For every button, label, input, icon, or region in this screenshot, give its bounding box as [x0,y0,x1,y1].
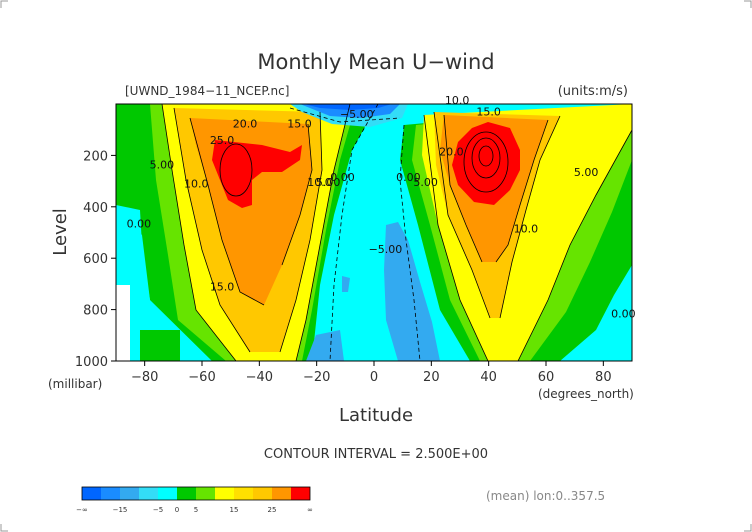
x-tick-label: 60 [538,370,555,385]
colorbar-swatch [291,487,310,500]
negative-contour-lines [289,104,421,361]
y-tick-label: 200 [83,149,108,164]
colorbar-tick-label: 0 [175,506,179,514]
colorbar-swatch [234,487,253,500]
file-label: [UWND_1984−11_NCEP.nc] [125,84,289,98]
y-tick-label: 400 [83,201,108,216]
y-axis-label: Level [50,208,71,256]
contour-label: 15.0 [287,118,312,131]
contour-label: 0.00 [396,171,421,184]
colorbar-tick-label: −15 [113,506,128,514]
colorbar-tick-label: −5 [153,506,163,514]
contour-lines [161,104,632,361]
contour-label: 10.0 [514,223,539,236]
contour-labels: 25.020.0 15.010.05.000.0015.010.05.000.00… [127,94,636,320]
y-tick-label: 600 [83,252,108,267]
x-axis: −80 −60 −40 −20 0 20 40 60 80 [131,361,612,385]
contour-field [116,104,632,361]
x-tick-label: 80 [595,370,612,385]
x-axis-label: Latitude [339,405,413,426]
colorbar-swatch [177,487,196,500]
contour-label: 5.00 [316,176,341,189]
contour-label: −5.00 [369,243,403,256]
contour-label: 20.0 [439,145,464,158]
x-tick-label: 40 [480,370,497,385]
chart-title: Monthly Mean U−wind [257,50,494,74]
colorbar-swatch [139,487,158,500]
colorbar-tick-label: 15 [230,506,239,514]
units-label: (units:m/s) [558,84,628,99]
x-tick-label: 0 [370,370,378,385]
contour-label: 10.0 [307,176,332,189]
contour-label: 0.00 [127,217,152,230]
contour-label: 0.00 [611,307,636,320]
contour-label: 10.0 [445,94,470,107]
contour-band-negative [116,104,440,361]
colorbar-swatch [272,487,291,500]
footer-text: (mean) lon:0..357.5 [486,489,605,503]
colorbar-tick-label: ∞ [307,506,313,514]
y-axis-units: (millibar) [48,377,102,391]
colorbar-frame [81,486,311,501]
x-tick-label: −40 [246,370,273,385]
colorbar-swatch [120,487,139,500]
colorbar-swatch [196,487,215,500]
colorbar-swatch [253,487,272,500]
contour-interval-text: CONTOUR INTERVAL = 2.500E+00 [264,447,488,462]
contour-label: 0.00 [330,171,355,184]
x-tick-label: −80 [131,370,158,385]
contour-label: 5.00 [413,176,438,189]
colorbar-tick-label: −∞ [76,506,88,514]
y-axis: 200 400 600 800 1000 [75,149,116,370]
contour-label: 5.00 [150,158,175,171]
y-tick-label: 1000 [75,355,108,370]
colorbar-swatch [101,487,120,500]
x-tick-label: −20 [303,370,330,385]
colorbar-tick-label: 5 [194,506,198,514]
colorbar-swatch [215,487,234,500]
colorbar-swatch [158,487,177,500]
contour-label: 5.00 [574,166,599,179]
colorbar-swatch [82,487,101,500]
x-tick-label: 20 [423,370,440,385]
x-axis-units: (degrees_north) [538,387,634,401]
colorbar: −∞ −15 −5 0 5 15 25 ∞ [76,486,313,514]
contour-label: 20.0 [233,118,258,131]
contour-label: 25.0 [210,134,235,147]
x-tick-label: −60 [188,370,215,385]
y-tick-label: 800 [83,304,108,319]
contour-label: 15.0 [210,280,235,293]
colorbar-tick-label: 25 [268,506,277,514]
contour-label: −5.00 [340,108,374,121]
contour-label: 15.0 [476,106,501,119]
contour-label: 10.0 [184,178,209,191]
